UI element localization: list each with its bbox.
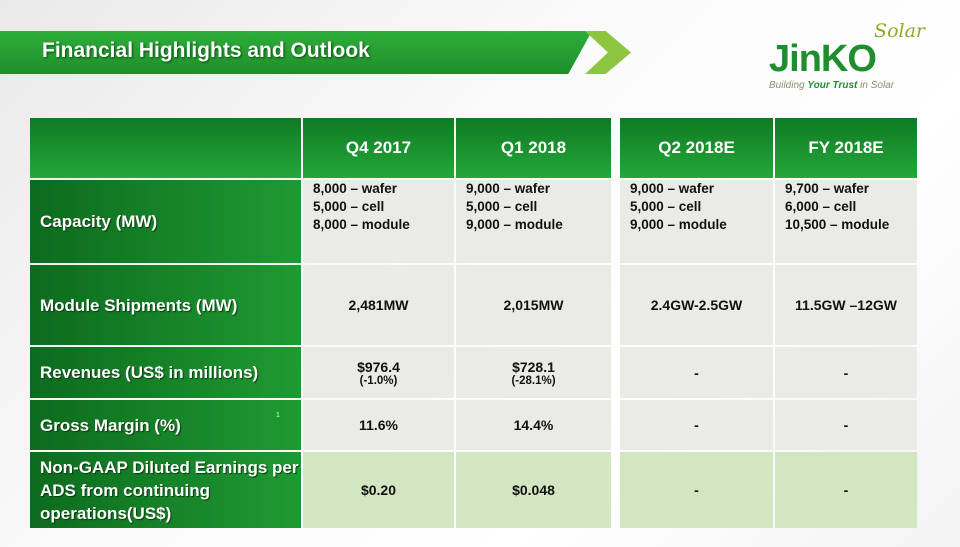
table-cell: 9,700 – wafer 6,000 – cell 10,500 – module xyxy=(775,180,917,263)
capacity-line: 8,000 – module xyxy=(313,217,410,232)
footnote-marker: 1 xyxy=(276,412,280,419)
capacity-line: 6,000 – cell xyxy=(785,199,857,214)
cell-value: - xyxy=(694,482,699,498)
table-cell: 14.4% xyxy=(456,400,611,450)
capacity-line: 9,700 – wafer xyxy=(785,181,870,196)
table-cell: $976.4 (-1.0%) xyxy=(303,347,454,398)
capacity-line: 9,000 – wafer xyxy=(630,181,715,196)
cell-value: $0.20 xyxy=(360,482,397,498)
column-header: Q4 2017 xyxy=(303,118,454,178)
jinko-logo: Solar JinKO Building Your Trust in Solar xyxy=(765,20,935,100)
title-banner xyxy=(0,31,592,74)
table-cell: 11.5GW –12GW xyxy=(775,265,917,345)
capacity-line: 9,000 – module xyxy=(630,217,727,232)
capacity-line: 5,000 – cell xyxy=(313,199,385,214)
cell-value: $976.4 xyxy=(357,358,400,375)
row-label: Gross Margin (%) xyxy=(30,400,301,450)
column-header: Q2 2018E xyxy=(620,118,773,178)
capacity-line: 8,000 – wafer xyxy=(313,181,398,196)
row-label: Revenues (US$ in millions) xyxy=(30,347,301,398)
cell-value: - xyxy=(843,417,849,433)
cell-value: $728.1 xyxy=(512,358,555,375)
cell-value: 11.6% xyxy=(359,417,398,433)
cell-value: - xyxy=(694,417,699,433)
table-cell: 2.4GW-2.5GW xyxy=(620,265,773,345)
page-title: Financial Highlights and Outlook xyxy=(42,39,370,62)
table-cell: 2,481MW xyxy=(303,265,454,345)
column-header: FY 2018E xyxy=(775,118,917,178)
table-cell: - xyxy=(620,452,773,528)
table-cell: 9,000 – wafer 5,000 – cell 9,000 – module xyxy=(456,180,611,263)
table-cell: - xyxy=(775,347,917,398)
table-cell: 9,000 – wafer 5,000 – cell 9,000 – module xyxy=(620,180,773,263)
logo-solar: Solar xyxy=(874,20,925,42)
table-cell: - xyxy=(620,400,773,450)
cell-value: 14.4% xyxy=(513,417,554,433)
row-label: Module Shipments (MW) xyxy=(30,265,301,345)
header-corner xyxy=(30,118,301,178)
change-percent: (-28.1%) xyxy=(511,374,556,387)
table-cell: - xyxy=(775,400,917,450)
capacity-line: 9,000 – module xyxy=(466,217,563,232)
cell-value: - xyxy=(843,482,849,498)
cell-value: $0.048 xyxy=(512,482,555,498)
cell-value: 11.5GW –12GW xyxy=(795,297,897,313)
row-label: Non-GAAP Diluted Earnings per ADS from c… xyxy=(30,452,301,528)
table-cell: $0.048 xyxy=(456,452,611,528)
table-cell: 11.6% xyxy=(303,400,454,450)
cell-value: 2.4GW-2.5GW xyxy=(650,297,743,313)
table-cell: - xyxy=(775,452,917,528)
logo-brand: JinKO xyxy=(769,38,877,80)
cell-value: - xyxy=(843,364,849,381)
table-cell: $728.1 (-28.1%) xyxy=(456,347,611,398)
table-cell: 8,000 – wafer 5,000 – cell 8,000 – module xyxy=(303,180,454,263)
cell-value: 2,015MW xyxy=(503,297,564,313)
table-cell: 2,015MW xyxy=(456,265,611,345)
column-header: Q1 2018 xyxy=(456,118,611,178)
capacity-line: 5,000 – cell xyxy=(630,199,702,214)
capacity-line: 10,500 – module xyxy=(785,217,890,232)
row-label: Capacity (MW) xyxy=(30,180,301,263)
capacity-line: 5,000 – cell xyxy=(466,199,538,214)
cell-value: - xyxy=(694,364,699,381)
cell-value: 2,481MW xyxy=(348,297,409,313)
table-cell: $0.20 xyxy=(303,452,454,528)
change-percent: (-1.0%) xyxy=(359,374,398,387)
table-cell: - xyxy=(620,347,773,398)
logo-tagline: Building Your Trust in Solar xyxy=(769,80,895,91)
capacity-line: 9,000 – wafer xyxy=(466,181,551,196)
chevron-icon xyxy=(585,31,631,74)
